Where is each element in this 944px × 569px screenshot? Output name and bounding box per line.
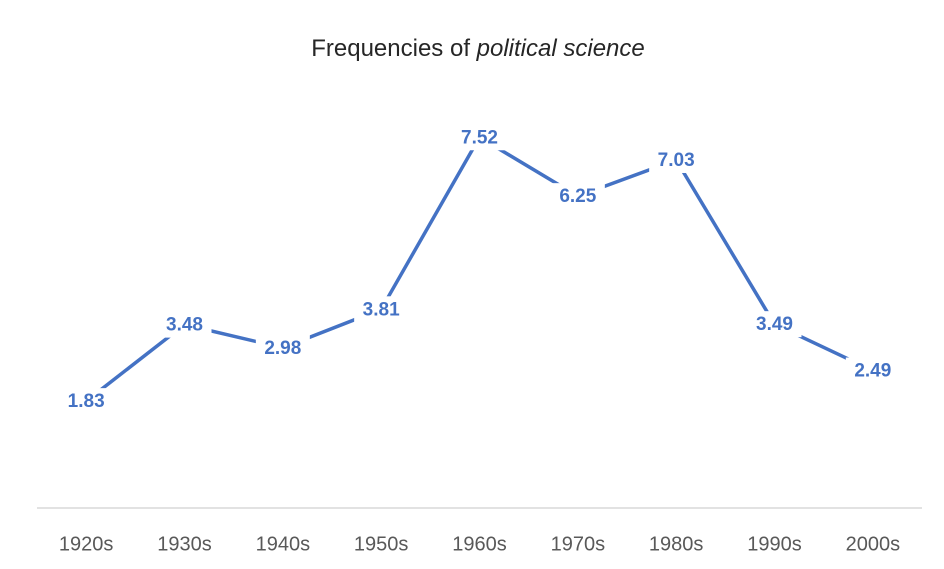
title-plain: Frequencies of bbox=[311, 35, 476, 62]
label-background bbox=[59, 388, 114, 415]
chart-title: Frequencies of political science bbox=[311, 35, 645, 62]
title-italic: political science bbox=[476, 35, 645, 62]
data-label: 2.49 bbox=[854, 361, 891, 382]
data-label: 1.83 bbox=[68, 391, 105, 412]
x-tick-label: 1980s bbox=[649, 533, 704, 555]
label-background bbox=[845, 357, 900, 384]
x-tick-label: 2000s bbox=[846, 533, 901, 555]
label-background bbox=[649, 146, 704, 173]
x-tick-label: 1960s bbox=[452, 533, 507, 555]
label-background bbox=[354, 296, 409, 323]
data-label: 3.49 bbox=[756, 314, 793, 335]
x-tick-label: 1920s bbox=[59, 533, 114, 555]
x-tick-label: 1970s bbox=[551, 533, 606, 555]
data-label: 2.98 bbox=[264, 338, 301, 359]
label-background bbox=[747, 311, 802, 338]
label-background bbox=[550, 183, 605, 210]
label-background bbox=[255, 334, 310, 361]
data-label: 7.52 bbox=[461, 127, 498, 148]
label-background bbox=[157, 311, 212, 338]
data-label: 3.81 bbox=[363, 299, 400, 320]
x-tick-label: 1950s bbox=[354, 533, 409, 555]
x-tick-label: 1940s bbox=[256, 533, 311, 555]
data-label: 6.25 bbox=[559, 186, 596, 207]
x-tick-label: 1990s bbox=[747, 533, 802, 555]
label-background bbox=[452, 124, 507, 151]
data-label: 3.48 bbox=[166, 315, 203, 336]
data-label: 7.03 bbox=[658, 150, 695, 171]
x-tick-label: 1930s bbox=[157, 533, 212, 555]
